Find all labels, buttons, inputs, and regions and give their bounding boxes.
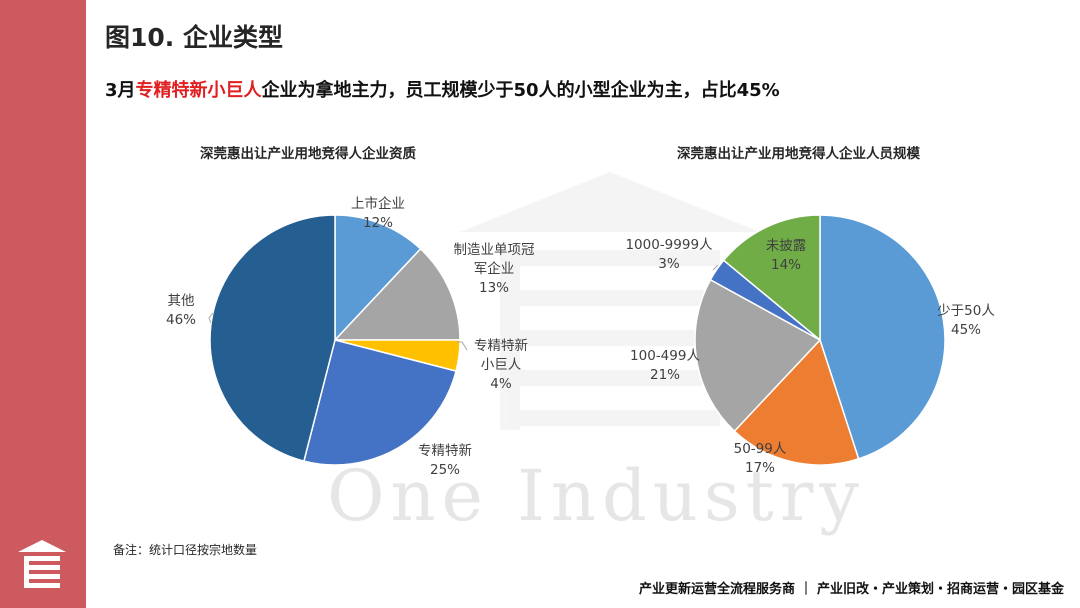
pie1-slice-2	[333, 247, 461, 341]
footnote: 备注：统计口径按宗地数量	[113, 543, 258, 557]
subtitle-highlight: 专精特新小巨人	[135, 80, 262, 101]
chart-left-title: 深莞惠出让产业用地竞得人企业资质	[200, 146, 416, 162]
pie1-leader-line-3	[457, 341, 468, 351]
pie1-slice-4	[302, 339, 457, 466]
pie2-data-label-4: 1000-9999人 3%	[625, 237, 713, 272]
page-title: 图10. 企业类型	[105, 23, 283, 52]
pie2-data-label-5: 未披露 14%	[766, 238, 807, 273]
footer-tagline: 产业更新运营全流程服务商 ｜ 产业旧改・产业策划・招商运营・园区基金	[638, 582, 1064, 597]
watermark-text: One Industry	[327, 455, 865, 537]
pie1-slice-5	[209, 214, 336, 462]
pie2-data-label-2: 50-99人 17%	[734, 441, 787, 476]
pie1-data-label-2: 制造业单项冠军企业 13%	[454, 242, 535, 296]
chart-right-title: 深莞惠出让产业用地竞得人企业人员规模	[677, 146, 920, 162]
pie2-data-label-1: 少于50人 45%	[937, 303, 995, 338]
page-subtitle: 3月专精特新小巨人企业为拿地主力，员工规模少于50人的小型企业为主，占比45%	[105, 76, 780, 102]
pie1-data-label-1: 上市企业 12%	[351, 195, 405, 231]
pie2-slice-1	[819, 214, 946, 460]
pie2-data-label-3: 100-499人 21%	[630, 348, 700, 383]
pie2-leader-line-4	[712, 264, 719, 271]
pie1-slice-1	[334, 214, 422, 342]
pie1-leader-line-5	[208, 312, 214, 324]
sidebar-band	[0, 0, 86, 608]
pie2-slice-5	[722, 214, 821, 342]
pie1-data-label-4: 专精特新 25%	[418, 443, 472, 478]
company-logo-icon	[18, 540, 66, 588]
subtitle-suffix: 企业为拿地主力，员工规模少于50人的小型企业为主，占比45%	[261, 80, 780, 101]
pie2-slice-2	[733, 338, 860, 466]
pie1-data-label-5: 其他 46%	[166, 293, 196, 328]
building-watermark-icon	[460, 172, 760, 430]
pie1-data-label-3: 专精特新小巨人 4%	[474, 338, 528, 392]
subtitle-prefix: 3月	[105, 80, 136, 101]
pie2-slice-3	[694, 278, 822, 433]
